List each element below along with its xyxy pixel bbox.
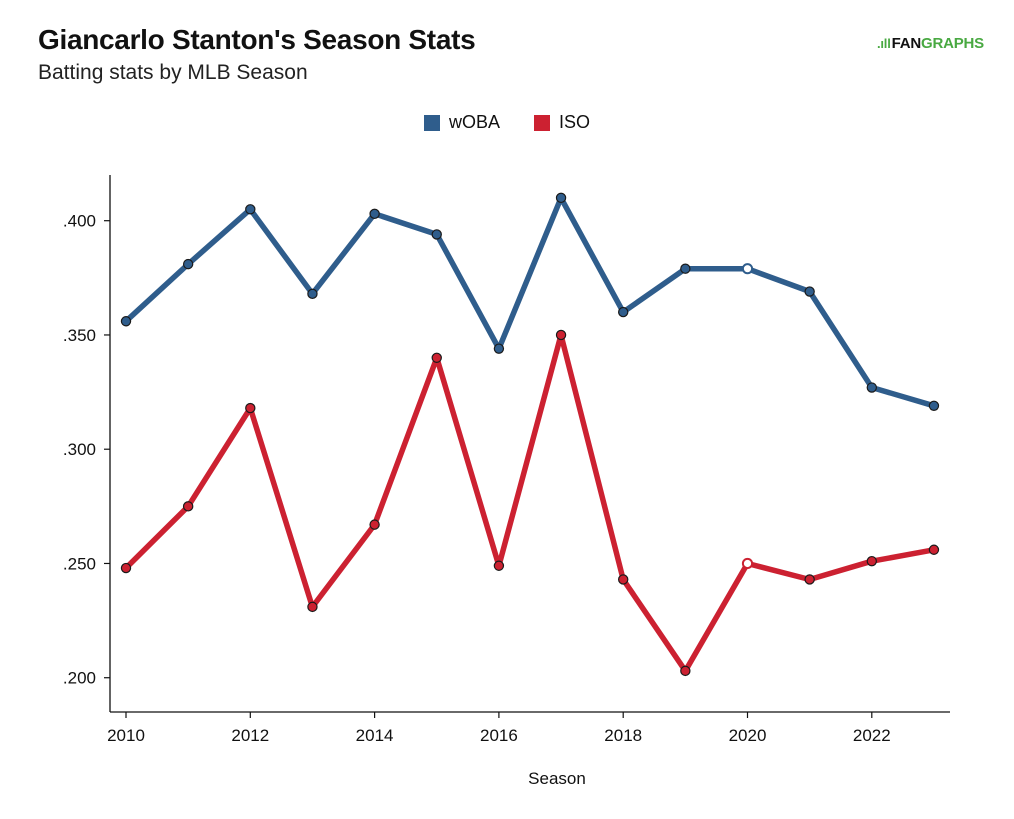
data-point-iso	[431, 352, 442, 364]
chart-title: Giancarlo Stanton's Season Stats	[38, 24, 476, 55]
fangraphs-mark-icon: .ıll	[876, 36, 891, 51]
data-point-iso	[493, 560, 505, 571]
data-point-woba	[618, 306, 629, 318]
legend-swatch-woba	[423, 114, 440, 131]
chart-subtitle: Batting stats by MLB Season	[38, 61, 308, 84]
y-tick-label: .400	[63, 212, 96, 231]
data-point-woba	[866, 382, 878, 393]
data-point-woba	[120, 316, 132, 327]
data-point-woba	[245, 204, 256, 215]
data-point-woba	[493, 343, 505, 354]
series-line-woba	[123, 195, 937, 409]
data-point-woba	[182, 258, 194, 270]
y-tick-label: .200	[63, 669, 96, 688]
data-point-woba	[680, 263, 691, 274]
data-point-iso	[307, 601, 318, 613]
x-axis-title: Season	[528, 769, 586, 788]
data-point-iso	[680, 665, 691, 677]
x-tick-label: 2010	[107, 726, 145, 745]
data-point-iso	[555, 329, 567, 341]
data-point-iso	[120, 562, 132, 574]
x-tick-label: 2012	[231, 726, 269, 745]
data-point-woba	[307, 288, 318, 300]
y-tick-label: .250	[63, 554, 96, 573]
data-point-woba	[555, 192, 567, 204]
data-point-iso	[866, 555, 878, 567]
data-point-iso	[618, 574, 629, 585]
x-tick-label: 2014	[356, 726, 394, 745]
logo-graphs-text: GRAPHS	[921, 35, 984, 52]
fangraphs-logo[interactable]: .ıllFANGRAPHS	[877, 35, 984, 52]
legend-label-woba: wOBA	[448, 112, 500, 132]
x-tick-label: 2022	[853, 726, 891, 745]
data-point-iso	[369, 519, 380, 530]
x-tick-label: 2020	[729, 726, 767, 745]
data-point-woba	[928, 400, 940, 411]
data-point-woba	[741, 263, 754, 275]
legend-label-iso: ISO	[559, 112, 591, 132]
legend-swatch-iso	[534, 114, 550, 131]
series-line-iso	[123, 332, 937, 674]
data-point-woba	[804, 286, 815, 297]
logo-fan-text: FAN	[891, 35, 922, 52]
x-tick-label: 2018	[604, 726, 642, 745]
data-point-woba	[369, 208, 380, 220]
data-point-iso	[182, 501, 194, 512]
y-tick-label: .300	[63, 440, 96, 459]
x-tick-label: 2016	[480, 726, 518, 745]
legend-item-woba[interactable]: wOBA	[423, 112, 500, 133]
legend-item-iso[interactable]: ISO	[534, 112, 590, 133]
data-point-iso	[245, 402, 256, 414]
chart-legend: wOBA ISO	[0, 112, 1014, 133]
y-tick-label: .350	[63, 326, 96, 345]
data-point-iso	[804, 574, 815, 585]
data-point-iso	[928, 544, 940, 555]
data-point-woba	[431, 229, 442, 240]
data-point-iso	[741, 557, 754, 570]
